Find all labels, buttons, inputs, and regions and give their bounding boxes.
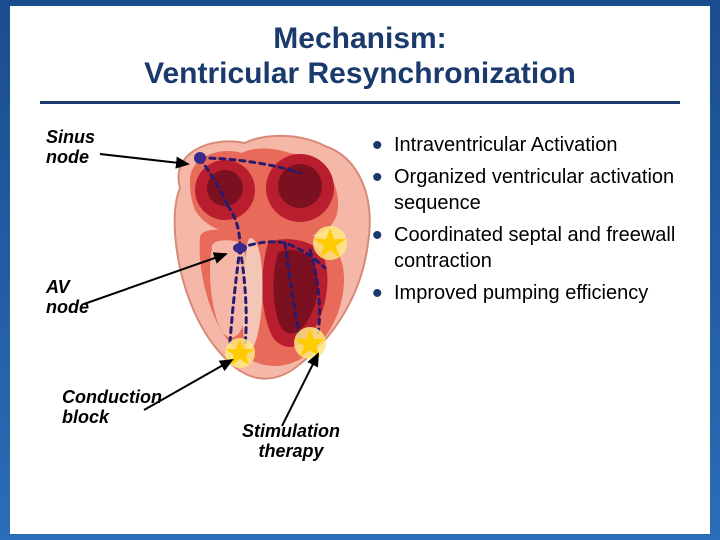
heart-diagram (150, 128, 380, 388)
content-area: Sinusnode AVnode Conductionblock Stimula… (40, 128, 680, 488)
bullet-text: Intraventricular Activation (394, 134, 617, 156)
title-divider (40, 101, 680, 104)
label-sinus-node: Sinusnode (46, 128, 95, 168)
slide: Mechanism: Ventricular Resynchronization… (10, 6, 710, 534)
label-av-node: AVnode (46, 278, 89, 318)
bullet-text: Organized ventricular activation sequenc… (394, 166, 674, 214)
bullet-item: Coordinated septal and freewall contract… (366, 222, 680, 274)
slide-title: Mechanism: Ventricular Resynchronization (40, 22, 680, 91)
bullet-item: Organized ventricular activation sequenc… (366, 164, 680, 216)
label-stimulation-therapy: Stimulationtherapy (242, 422, 340, 462)
bullet-text: Coordinated septal and freewall contract… (394, 224, 675, 272)
stim-site-3 (225, 338, 255, 368)
heart-left-atrium-dark (278, 164, 322, 208)
bullet-text: Improved pumping efficiency (394, 282, 648, 304)
bullet-list: Intraventricular Activation Organized ve… (366, 132, 680, 306)
title-line-2: Ventricular Resynchronization (144, 57, 576, 90)
heart-svg (150, 128, 380, 388)
bullet-item: Improved pumping efficiency (366, 280, 680, 306)
title-line-1: Mechanism: (273, 22, 446, 55)
av-node-marker (233, 243, 247, 253)
stim-site-2 (294, 327, 326, 359)
sinus-node-marker (194, 152, 206, 164)
bullets-column: Intraventricular Activation Organized ve… (366, 128, 680, 488)
diagram-column: Sinusnode AVnode Conductionblock Stimula… (40, 128, 354, 488)
bullet-item: Intraventricular Activation (366, 132, 680, 158)
stim-site-1 (313, 226, 347, 260)
label-conduction-block: Conductionblock (62, 388, 162, 428)
